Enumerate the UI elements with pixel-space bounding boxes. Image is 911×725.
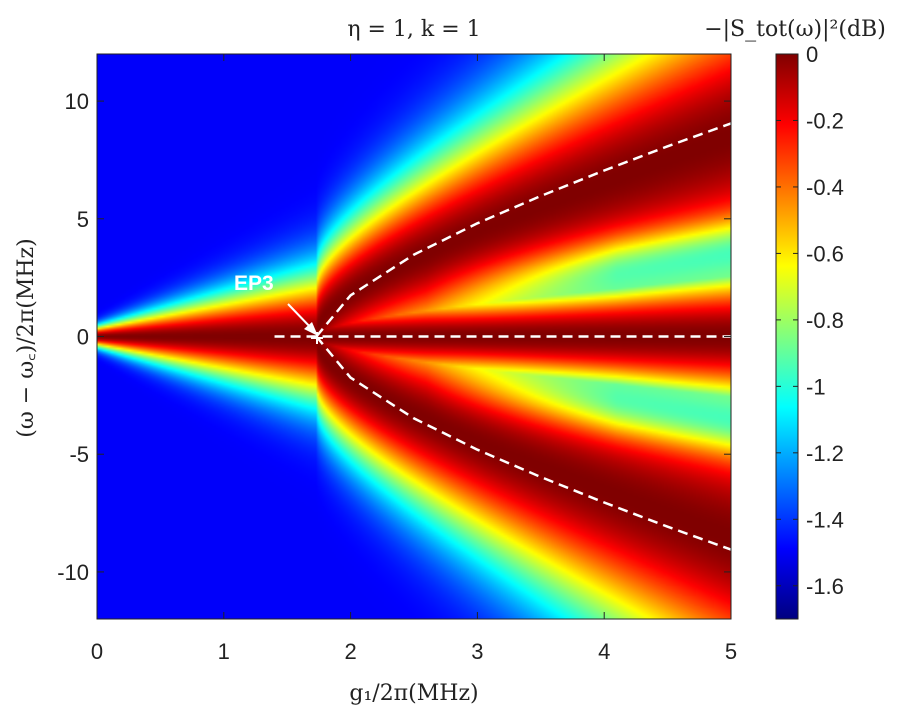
chart-title: η = 1, k = 1 <box>347 17 480 42</box>
colorbar <box>775 53 799 620</box>
colorbar-tick-label: -0.4 <box>806 175 844 200</box>
x-tick-label: 0 <box>91 639 103 664</box>
ep3-annotation: EP3 <box>234 272 323 344</box>
y-tick-label: 10 <box>65 89 89 114</box>
ep3-arrowhead <box>304 322 318 336</box>
x-tick-label: 5 <box>725 639 737 664</box>
colorbar-ticks: 0 -0.2 -0.4 -0.6 -0.8 -1 -1.2 -1.4 -1.6 <box>776 42 844 599</box>
colorbar-tick-label: -1.2 <box>806 441 844 466</box>
heatmap <box>97 54 731 619</box>
colorbar-tick-label: -0.8 <box>806 308 844 333</box>
heatmap-image <box>97 54 731 619</box>
colorbar-tick-label: -0.2 <box>806 108 844 133</box>
y-tick-label: -5 <box>69 442 89 467</box>
x-tick-label: 3 <box>471 639 483 664</box>
colorbar-tick-label: -1 <box>806 374 826 399</box>
x-axis-label: g₁/2π(MHz) <box>349 681 478 706</box>
colorbar-tick-label: -1.4 <box>806 507 844 532</box>
colorbar-tick-label: -0.6 <box>806 241 844 266</box>
x-tick-label: 2 <box>344 639 356 664</box>
x-tick-label: 4 <box>598 639 610 664</box>
ep3-label: EP3 <box>234 272 274 295</box>
dashed-curve-lower-branch <box>315 335 731 551</box>
x-axis-ticks: 0 1 2 3 4 5 <box>91 54 737 664</box>
y-tick-label: 5 <box>77 207 89 232</box>
y-axis-ticks: 10 5 0 -5 -10 <box>57 89 731 585</box>
y-tick-label: 0 <box>77 325 89 350</box>
colorbar-tick-label: -1.6 <box>806 574 844 599</box>
colorbar-label: −|S_tot(ω)|²(dB) <box>704 17 886 42</box>
y-tick-label: -10 <box>57 560 89 585</box>
dashed-curve-upper-branch <box>315 122 731 338</box>
colorbar-tick-label: 0 <box>806 42 818 67</box>
y-axis-label: (ω − ω꜀)/2π(MHz) <box>14 238 39 437</box>
x-tick-label: 1 <box>218 639 230 664</box>
dashed-curves <box>274 122 731 551</box>
